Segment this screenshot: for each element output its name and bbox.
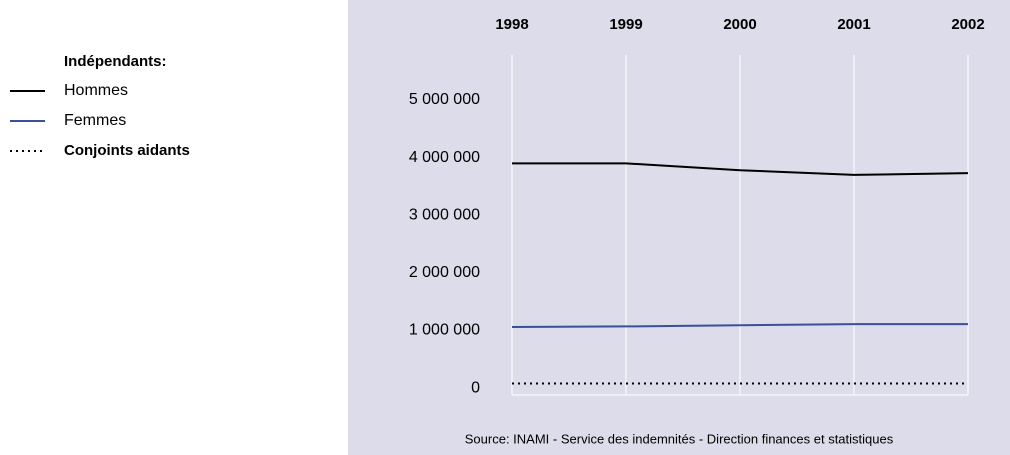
x-tick-label: 2001 xyxy=(837,16,870,33)
y-tick-label: 5 000 000 xyxy=(409,91,480,108)
legend-label: Hommes xyxy=(64,82,128,99)
y-tick-label: 1 000 000 xyxy=(409,322,480,339)
x-tick-label: 2002 xyxy=(951,16,984,33)
series-line xyxy=(512,162,969,176)
x-tick-label: 2000 xyxy=(723,16,756,33)
y-tick-label: 0 xyxy=(471,379,480,396)
plot-background xyxy=(348,0,1010,455)
legend-label: Conjoints aidants xyxy=(64,142,190,159)
x-tick-label: 1999 xyxy=(609,16,642,33)
series-line xyxy=(511,323,968,328)
y-tick-label: 4 000 000 xyxy=(409,149,480,166)
x-tick-label: 1998 xyxy=(495,16,528,33)
y-tick-label: 2 000 000 xyxy=(409,264,480,281)
source-note: Source: INAMI - Service des indemnités -… xyxy=(465,431,894,446)
y-tick-label: 3 000 000 xyxy=(409,206,480,223)
legend-title: Indépendants: xyxy=(64,53,167,70)
legend-label: Femmes xyxy=(64,112,126,129)
